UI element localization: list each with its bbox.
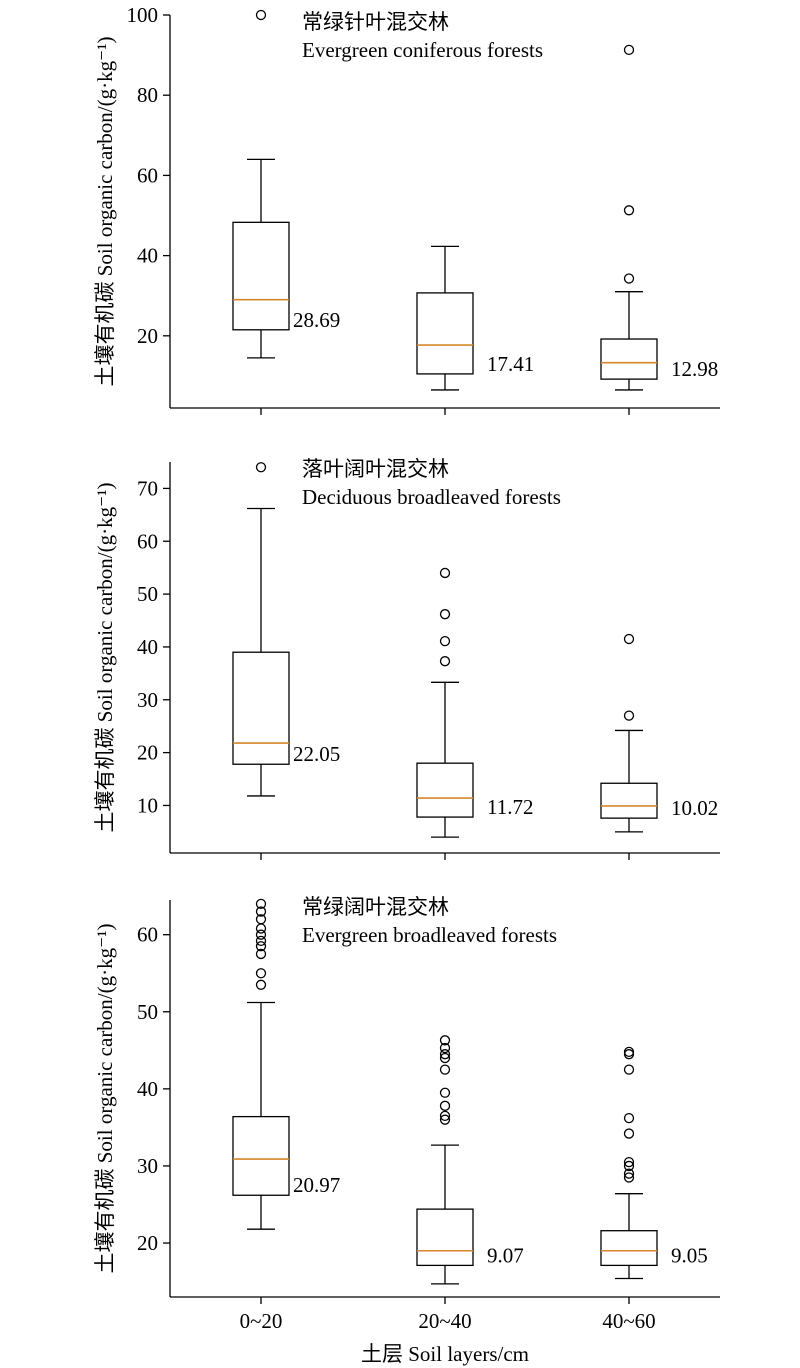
y-tick-label: 60 [137, 163, 158, 187]
outlier-point [255, 941, 267, 952]
y-tick-label: 60 [137, 529, 158, 553]
iqr-box [416, 292, 474, 375]
outlier-point [439, 635, 451, 647]
box-20~40: 17.41 [416, 245, 534, 391]
median-label: 28.69 [293, 308, 340, 332]
median-label: 11.72 [487, 795, 533, 819]
y-tick-label: 20 [137, 1231, 158, 1255]
outlier-point [623, 44, 635, 56]
box-0~20: 28.69 [232, 9, 340, 359]
outlier-point [623, 1168, 635, 1179]
box-20~40: 11.72 [416, 567, 533, 838]
y-tick-label: 60 [137, 923, 158, 947]
outlier-point [623, 1064, 635, 1075]
iqr-box [600, 338, 658, 380]
x-tick-label: 40~60 [602, 1309, 655, 1333]
y-axis-label: 土壤有机碳 Soil organic carbon/(g·kg⁻¹) [93, 923, 117, 1273]
y-tick-label: 20 [137, 741, 158, 765]
y-tick-label: 50 [137, 582, 158, 606]
outlier-point [255, 914, 267, 925]
outlier-point [439, 656, 451, 667]
outlier-point [439, 1110, 451, 1121]
iqr-box [600, 1230, 658, 1267]
outlier-point [623, 205, 635, 216]
panel-title-en: Evergreen coniferous forests [302, 38, 543, 62]
iqr-box [232, 1115, 290, 1196]
panel-title-cn: 常绿针叶混交林 [302, 10, 449, 34]
panel-title-en: Evergreen broadleaved forests [302, 923, 557, 947]
median-label: 10.02 [671, 796, 718, 820]
outlier-point [439, 1114, 451, 1125]
panel-3: 20 30 40 50 60 常绿阔叶混交林 Evergreen broadleaved f… [93, 895, 720, 1304]
outlier-point [439, 567, 451, 579]
panel-1: 20 40 60 80 100 常绿针叶混交林 Evergreen coniferous f… [93, 3, 720, 415]
y-tick-label: 100 [127, 3, 159, 27]
iqr-box [416, 762, 474, 818]
panel-title-cn: 常绿阔叶混交林 [302, 895, 449, 919]
x-axis-label: 土层 Soil layers/cm [361, 1342, 529, 1366]
box-0~20: 20.97 [232, 898, 340, 1230]
median-label: 17.41 [487, 352, 534, 376]
panel-2: 10 20 30 40 50 60 70 落叶阔叶混交林 Deciduous broadleav… [93, 457, 720, 860]
y-tick-label: 20 [137, 324, 158, 348]
median-label: 20.97 [293, 1173, 340, 1197]
y-tick-label: 40 [137, 244, 158, 268]
outlier-point [439, 1087, 451, 1098]
y-tick-label: 30 [137, 688, 158, 712]
y-tick-label: 80 [137, 83, 158, 107]
x-tick-label: 0~20 [240, 1309, 283, 1333]
median-label: 9.05 [671, 1243, 708, 1267]
outlier-point [439, 1064, 451, 1075]
y-axis-label: 土壤有机碳 Soil organic carbon/(g·kg⁻¹) [93, 36, 117, 386]
outlier-point [255, 906, 267, 917]
box-0~20: 22.05 [232, 462, 340, 797]
outlier-point [439, 1042, 451, 1054]
outlier-point [439, 1035, 451, 1046]
outlier-point [439, 1052, 451, 1064]
outlier-point [439, 1049, 451, 1060]
outlier-point [623, 1046, 635, 1058]
y-tick-label: 40 [137, 635, 158, 659]
outlier-point [255, 929, 267, 940]
median-label: 12.98 [671, 357, 718, 381]
y-tick-label: 30 [137, 1154, 158, 1178]
outlier-point [255, 935, 267, 947]
iqr-box [232, 651, 290, 765]
x-tick-label: 20~40 [418, 1309, 471, 1333]
outlier-point [623, 1160, 635, 1172]
outlier-point [255, 9, 267, 21]
iqr-box [232, 221, 290, 331]
iqr-box [416, 1208, 474, 1267]
y-tick-label: 40 [137, 1077, 158, 1101]
y-tick-label: 50 [137, 1000, 158, 1024]
outlier-point [623, 1113, 635, 1124]
y-tick-label: 10 [137, 793, 158, 817]
median-label: 9.07 [487, 1243, 524, 1267]
outlier-point [255, 462, 267, 473]
iqr-box [600, 782, 658, 819]
panel-title-en: Deciduous broadleaved forests [302, 485, 561, 509]
outlier-point [623, 273, 635, 284]
median-label: 22.05 [293, 742, 340, 766]
outlier-point [623, 710, 635, 721]
box-40~60: 10.02 [600, 633, 718, 833]
outlier-point [255, 923, 267, 934]
outlier-point [623, 1172, 635, 1183]
outlier-point [623, 1128, 635, 1139]
outlier-point [255, 968, 267, 979]
box-20~40: 9.07 [416, 1035, 524, 1285]
outlier-point [439, 1100, 451, 1111]
outlier-point [255, 979, 267, 990]
panel-title-cn: 落叶阔叶混交林 [302, 457, 449, 481]
outlier-point [255, 898, 267, 910]
box-40~60: 9.05 [600, 1046, 708, 1280]
outlier-point [439, 609, 451, 620]
outlier-point [255, 948, 267, 960]
box-40~60: 12.98 [600, 44, 718, 391]
y-axis-label: 土壤有机碳 Soil organic carbon/(g·kg⁻¹) [93, 482, 117, 832]
y-tick-label: 70 [137, 476, 158, 500]
outlier-point [623, 633, 635, 645]
outlier-point [623, 1156, 635, 1168]
